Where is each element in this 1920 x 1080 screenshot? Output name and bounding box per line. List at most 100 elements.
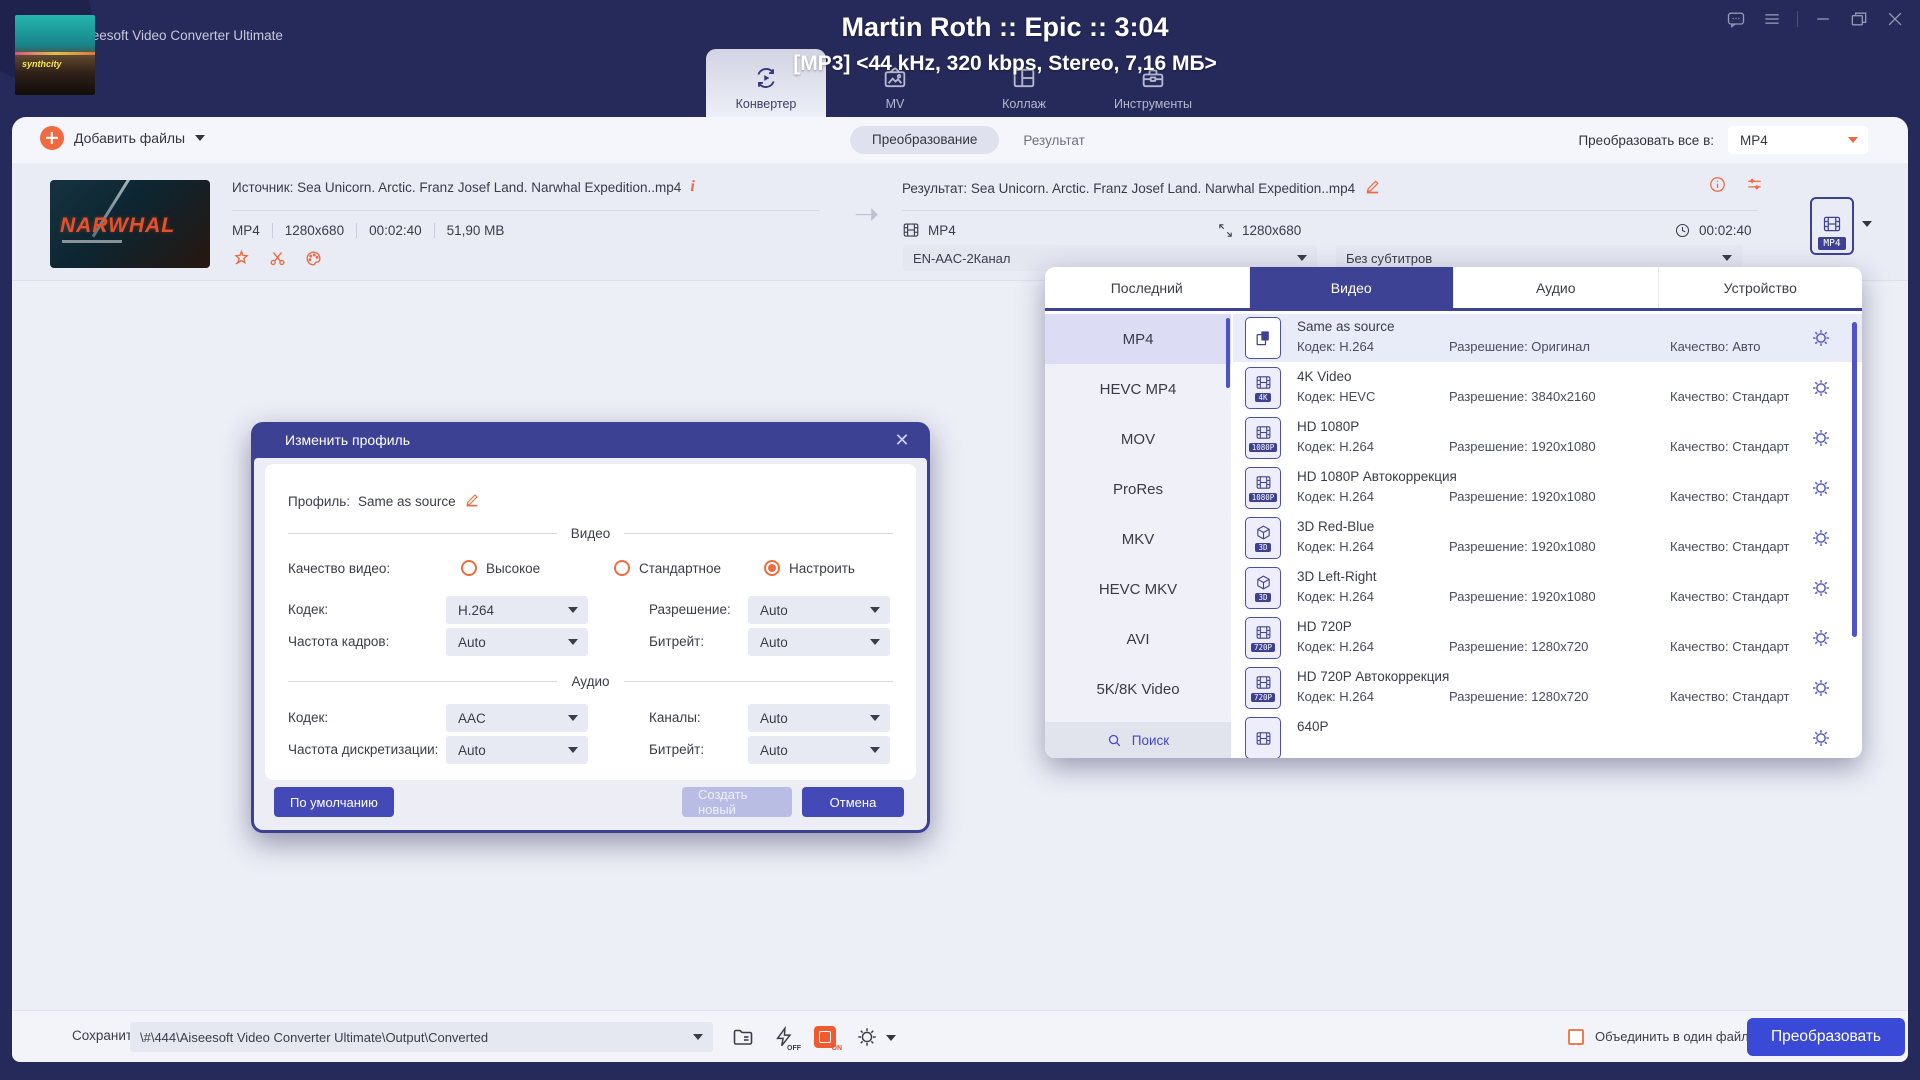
- format-row-4k[interactable]: 4K 4K Video Кодек: HEVC Разрешение: 3840…: [1233, 364, 1862, 412]
- thumbnail-title: NARWHAL: [60, 214, 176, 237]
- sidebar-item-mov[interactable]: MOV: [1120, 430, 1156, 448]
- format-row-1080p[interactable]: 1080P HD 1080P Кодек: H.264 Разрешение: …: [1233, 414, 1862, 462]
- samplerate-label: Частота дискретизации:: [288, 742, 439, 757]
- settings-gear-icon[interactable]: [1811, 378, 1831, 403]
- resolution-select[interactable]: Auto: [748, 596, 890, 624]
- main-nav-tabs: Конвертер MV Коллаж: [706, 49, 1213, 117]
- samplerate-select[interactable]: Auto: [446, 736, 588, 764]
- create-new-button[interactable]: Создать новый: [682, 787, 792, 817]
- format-codec: Кодек: H.264: [1297, 639, 1374, 654]
- speed-state: OFF: [787, 1045, 801, 1052]
- sidebar-item-mp4[interactable]: MP4: [1045, 314, 1231, 364]
- format-quality: Качество: Стандарт: [1670, 389, 1790, 404]
- titlebar: Aiseesoft Video Converter Ultimate synth…: [0, 0, 1920, 117]
- tab-tools-label: Инструменты: [1114, 97, 1192, 111]
- output-format-caret[interactable]: [1862, 221, 1872, 227]
- sidebar-item-hevc-mkv[interactable]: HEVC MKV: [1098, 580, 1178, 598]
- format-row-720p[interactable]: 720P HD 720P Кодек: H.264 Разрешение: 12…: [1233, 614, 1862, 662]
- tab-collage[interactable]: Коллаж: [964, 49, 1084, 117]
- effects-palette-icon[interactable]: [304, 249, 323, 273]
- format-row-720p-auto[interactable]: 720P HD 720P Автокоррекция Кодек: H.264 …: [1233, 664, 1862, 712]
- output-format-button[interactable]: MP4: [1810, 197, 1854, 255]
- convert-button[interactable]: Преобразовать: [1747, 1018, 1905, 1056]
- tab-tools[interactable]: Инструменты: [1093, 49, 1213, 117]
- cut-scissors-icon[interactable]: [268, 249, 287, 273]
- info-icon[interactable]: i: [690, 178, 695, 195]
- settings-button[interactable]: [852, 1022, 882, 1052]
- radio-custom[interactable]: Настроить: [764, 560, 855, 576]
- edit-magic-icon[interactable]: [232, 249, 251, 273]
- view-tab-converting[interactable]: Преобразование: [850, 126, 1000, 154]
- video-codec-value: H.264: [458, 602, 495, 618]
- speed-boost-toggle[interactable]: OFF: [769, 1022, 801, 1052]
- close-button[interactable]: [1884, 8, 1906, 30]
- format-codec: Кодек: H.264: [1297, 689, 1374, 704]
- maximize-button[interactable]: [1848, 8, 1870, 30]
- open-folder-button[interactable]: [728, 1022, 758, 1052]
- settings-gear-icon[interactable]: [1811, 628, 1831, 653]
- equalizer-icon[interactable]: [1745, 175, 1764, 199]
- settings-gear-icon[interactable]: [1811, 528, 1831, 553]
- settings-gear-icon[interactable]: [1811, 578, 1831, 603]
- format-row-1080p-auto[interactable]: 1080P HD 1080P Автокоррекция Кодек: H.26…: [1233, 464, 1862, 512]
- default-button[interactable]: По умолчанию: [274, 787, 394, 817]
- framerate-select[interactable]: Auto: [446, 628, 588, 656]
- format-row-3d-redblue[interactable]: 3D 3D Red-Blue Кодек: H.264 Разрешение: …: [1233, 514, 1862, 562]
- audio-codec-select[interactable]: AAC: [446, 704, 588, 732]
- search-button[interactable]: Поиск: [1045, 722, 1231, 758]
- format-row-3d-leftright[interactable]: 3D 3D Left-Right Кодек: H.264 Разрешение…: [1233, 564, 1862, 612]
- format-panel-tabs: Последний Видео Аудио Устройство: [1045, 267, 1862, 311]
- settings-caret[interactable]: [886, 1035, 896, 1041]
- add-files-button[interactable]: Добавить файлы: [40, 126, 206, 150]
- sidebar-item-5k8k[interactable]: 5K/8K Video: [1096, 680, 1180, 698]
- format-quality: Качество: Авто: [1670, 339, 1761, 354]
- result-title: Результат: Sea Unicorn. Arctic. Franz Jo…: [902, 178, 1381, 198]
- save-path-select[interactable]: \#\444\Aiseesoft Video Converter Ultimat…: [130, 1022, 713, 1052]
- tab-mv[interactable]: MV: [835, 49, 955, 117]
- sidebar-scrollbar[interactable]: [1226, 318, 1230, 388]
- hardware-accel-toggle[interactable]: ON: [810, 1022, 842, 1052]
- settings-gear-icon[interactable]: [1811, 678, 1831, 703]
- convert-all-select[interactable]: MP4: [1728, 126, 1868, 154]
- feedback-icon[interactable]: [1725, 8, 1747, 30]
- menu-icon[interactable]: [1761, 8, 1783, 30]
- subtitles-select[interactable]: Без субтитров: [1336, 245, 1742, 271]
- tab-converter[interactable]: Конвертер: [706, 49, 826, 117]
- settings-gear-icon[interactable]: [1811, 328, 1831, 353]
- audio-bitrate-select[interactable]: Auto: [748, 736, 890, 764]
- sidebar-item-avi[interactable]: AVI: [1126, 630, 1150, 648]
- source-meta: MP4 1280x680 00:02:40 51,90 MB: [232, 223, 516, 238]
- sidebar-item-hevc-mp4[interactable]: HEVC MP4: [1099, 380, 1177, 398]
- radio-standard[interactable]: Стандартное: [614, 560, 721, 576]
- format-row-same-as-source[interactable]: Same as source Кодек: H.264 Разрешение: …: [1233, 314, 1862, 362]
- settings-gear-icon[interactable]: [1811, 728, 1831, 753]
- settings-gear-icon[interactable]: [1811, 428, 1831, 453]
- info-circle-icon[interactable]: [1708, 175, 1727, 199]
- tab-device[interactable]: Устройство: [1723, 279, 1797, 296]
- sidebar-item-prores[interactable]: ProRes: [1112, 480, 1164, 498]
- format-title: HD 720P Автокоррекция: [1297, 669, 1450, 684]
- radio-high[interactable]: Высокое: [461, 560, 540, 576]
- dialog-close-icon[interactable]: ✕: [894, 429, 910, 450]
- chevron-down-icon: [1848, 137, 1858, 143]
- format-quality: Качество: Стандарт: [1670, 439, 1790, 454]
- tab-recent[interactable]: Последний: [1045, 267, 1250, 308]
- tab-audio[interactable]: Аудио: [1454, 267, 1659, 308]
- tab-video[interactable]: Видео: [1249, 267, 1454, 308]
- edit-profile-dialog: Изменить профиль ✕ Профиль: Same as sour…: [251, 422, 930, 833]
- sidebar-item-mkv[interactable]: MKV: [1121, 530, 1155, 548]
- format-row-640p[interactable]: 640P: [1233, 714, 1862, 758]
- edit-pencil-icon[interactable]: [464, 492, 480, 511]
- merge-checkbox[interactable]: [1568, 1029, 1584, 1045]
- view-tab-result[interactable]: Результат: [1023, 132, 1085, 148]
- video-bitrate-select[interactable]: Auto: [748, 628, 890, 656]
- list-scrollbar[interactable]: [1852, 322, 1857, 637]
- settings-gear-icon[interactable]: [1811, 478, 1831, 503]
- cancel-button[interactable]: Отмена: [802, 787, 904, 817]
- rename-pencil-icon[interactable]: [1364, 178, 1381, 198]
- audio-track-select[interactable]: EN-AAC-2Канал: [903, 245, 1317, 271]
- audio-codec-label: Кодек:: [288, 710, 329, 725]
- video-codec-select[interactable]: H.264: [446, 596, 588, 624]
- channels-select[interactable]: Auto: [748, 704, 890, 732]
- minimize-button[interactable]: [1812, 8, 1834, 30]
